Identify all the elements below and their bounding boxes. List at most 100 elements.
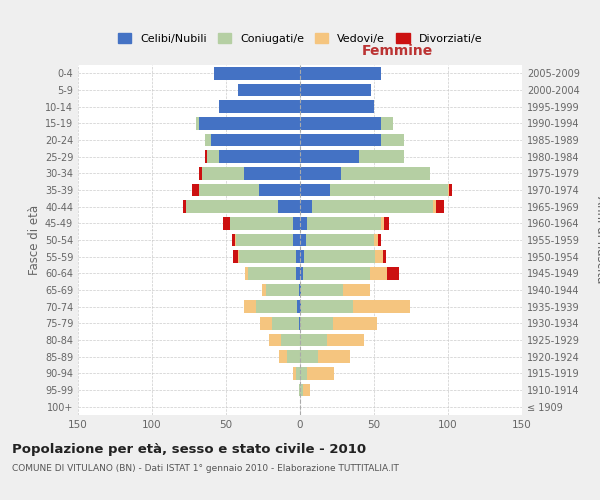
- Bar: [293, 234, 300, 246]
- Bar: [299, 317, 300, 330]
- Bar: [300, 234, 306, 246]
- Bar: [300, 167, 341, 179]
- Bar: [199, 167, 202, 179]
- Bar: [318, 350, 350, 363]
- Bar: [207, 150, 218, 163]
- Text: COMUNE DI VITULANO (BN) - Dati ISTAT 1° gennaio 2010 - Elaborazione TUTTITALIA.I: COMUNE DI VITULANO (BN) - Dati ISTAT 1° …: [12, 464, 399, 473]
- Bar: [259, 184, 300, 196]
- Bar: [269, 334, 281, 346]
- Text: Popolazione per età, sesso e stato civile - 2010: Popolazione per età, sesso e stato civil…: [12, 442, 366, 456]
- Bar: [385, 217, 389, 230]
- Bar: [244, 300, 256, 313]
- Bar: [293, 217, 300, 230]
- Bar: [379, 234, 382, 246]
- Bar: [262, 284, 266, 296]
- Bar: [239, 250, 296, 263]
- Bar: [382, 134, 404, 146]
- Bar: [232, 234, 235, 246]
- Bar: [436, 200, 443, 213]
- Bar: [382, 217, 385, 230]
- Bar: [300, 284, 301, 296]
- Bar: [326, 334, 364, 346]
- Bar: [300, 134, 382, 146]
- Bar: [370, 267, 388, 280]
- Bar: [235, 234, 236, 246]
- Bar: [205, 150, 207, 163]
- Bar: [341, 167, 430, 179]
- Bar: [278, 200, 300, 213]
- Bar: [186, 200, 278, 213]
- Bar: [299, 284, 300, 296]
- Bar: [281, 334, 300, 346]
- Bar: [301, 300, 353, 313]
- Bar: [223, 217, 230, 230]
- Bar: [383, 250, 386, 263]
- Y-axis label: Anni di nascita: Anni di nascita: [593, 196, 600, 284]
- Bar: [449, 184, 452, 196]
- Bar: [214, 67, 300, 80]
- Bar: [183, 200, 186, 213]
- Bar: [300, 317, 332, 330]
- Bar: [300, 117, 382, 130]
- Bar: [376, 250, 383, 263]
- Bar: [388, 267, 399, 280]
- Bar: [300, 150, 359, 163]
- Bar: [248, 267, 296, 280]
- Bar: [244, 167, 300, 179]
- Bar: [300, 67, 382, 80]
- Bar: [300, 350, 318, 363]
- Bar: [300, 250, 304, 263]
- Bar: [296, 367, 300, 380]
- Bar: [260, 317, 272, 330]
- Bar: [300, 200, 312, 213]
- Bar: [300, 84, 371, 96]
- Bar: [272, 317, 299, 330]
- Bar: [300, 267, 303, 280]
- Text: Femmine: Femmine: [362, 44, 433, 58]
- Bar: [192, 184, 199, 196]
- Bar: [301, 284, 343, 296]
- Bar: [238, 84, 300, 96]
- Bar: [218, 100, 300, 113]
- Bar: [307, 367, 334, 380]
- Bar: [211, 134, 300, 146]
- Bar: [300, 367, 307, 380]
- Bar: [296, 250, 300, 263]
- Bar: [382, 117, 393, 130]
- Bar: [304, 250, 376, 263]
- Legend: Celibi/Nubili, Coniugati/e, Vedovi/e, Divorziati/e: Celibi/Nubili, Coniugati/e, Vedovi/e, Di…: [113, 28, 487, 48]
- Bar: [199, 117, 300, 130]
- Bar: [202, 167, 244, 179]
- Bar: [374, 234, 379, 246]
- Bar: [287, 350, 300, 363]
- Bar: [300, 217, 307, 230]
- Bar: [433, 200, 436, 213]
- Bar: [353, 300, 410, 313]
- Bar: [448, 184, 449, 196]
- Bar: [332, 317, 377, 330]
- Bar: [300, 384, 303, 396]
- Bar: [329, 184, 448, 196]
- Bar: [199, 184, 259, 196]
- Bar: [296, 267, 300, 280]
- Bar: [312, 200, 433, 213]
- Y-axis label: Fasce di età: Fasce di età: [28, 205, 41, 275]
- Bar: [306, 234, 374, 246]
- Bar: [233, 250, 238, 263]
- Bar: [299, 384, 300, 396]
- Bar: [266, 284, 299, 296]
- Bar: [300, 300, 301, 313]
- Bar: [303, 267, 370, 280]
- Bar: [279, 350, 287, 363]
- Bar: [218, 150, 300, 163]
- Bar: [205, 134, 211, 146]
- Bar: [359, 150, 404, 163]
- Bar: [297, 300, 300, 313]
- Bar: [230, 217, 293, 230]
- Bar: [238, 250, 239, 263]
- Bar: [300, 100, 374, 113]
- Bar: [343, 284, 370, 296]
- Bar: [300, 334, 326, 346]
- Bar: [293, 367, 296, 380]
- Bar: [307, 217, 382, 230]
